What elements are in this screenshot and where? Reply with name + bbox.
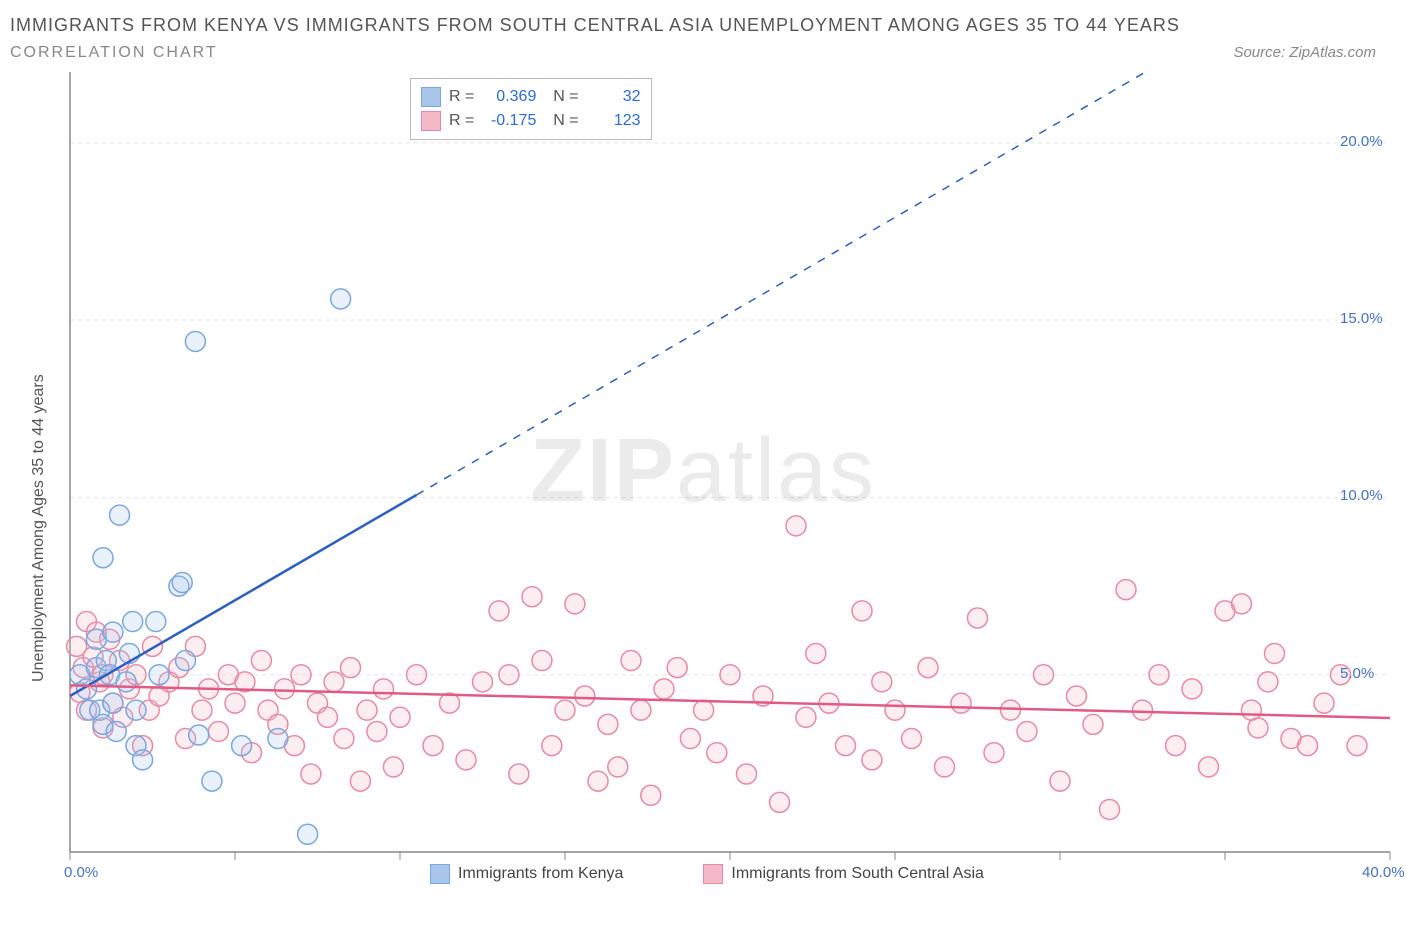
correlation-legend: R = 0.369 N = 32 R = -0.175 N = 123 [410, 78, 652, 140]
n-value-kenya: 32 [587, 85, 641, 109]
chart-title: IMMIGRANTS FROM KENYA VS IMMIGRANTS FROM… [10, 15, 1396, 36]
n-label: N = [544, 85, 578, 109]
swatch-kenya [421, 87, 441, 107]
legend-row-kenya: R = 0.369 N = 32 [421, 85, 641, 109]
chart-area: ZIPatlas Unemployment Among Ages 35 to 4… [10, 72, 1396, 892]
y-tick-label: 20.0% [1340, 133, 1383, 150]
y-tick-label: 5.0% [1340, 665, 1374, 682]
n-label: N = [544, 109, 578, 133]
r-label: R = [449, 109, 474, 133]
r-value-kenya: 0.369 [482, 85, 536, 109]
r-label: R = [449, 85, 474, 109]
legend-item-kenya: Immigrants from Kenya [430, 864, 623, 884]
n-value-sca: 123 [587, 109, 641, 133]
source-label: Source: ZipAtlas.com [1233, 44, 1376, 61]
subtitle-row: CORRELATION CHART Source: ZipAtlas.com [10, 44, 1396, 62]
legend-label-sca: Immigrants from South Central Asia [731, 865, 984, 883]
scatter-chart-svg [10, 72, 1396, 892]
legend-item-sca: Immigrants from South Central Asia [703, 864, 984, 884]
r-value-sca: -0.175 [482, 109, 536, 133]
x-tick-label: 40.0% [1362, 864, 1405, 881]
swatch-kenya-bottom [430, 864, 450, 884]
legend-label-kenya: Immigrants from Kenya [458, 865, 623, 883]
series-legend: Immigrants from Kenya Immigrants from So… [430, 864, 984, 884]
y-axis-label: Unemployment Among Ages 35 to 44 years [30, 374, 48, 682]
legend-row-sca: R = -0.175 N = 123 [421, 109, 641, 133]
y-tick-label: 15.0% [1340, 310, 1383, 327]
chart-subtitle: CORRELATION CHART [10, 44, 218, 62]
y-tick-label: 10.0% [1340, 487, 1383, 504]
swatch-sca [421, 111, 441, 131]
swatch-sca-bottom [703, 864, 723, 884]
x-tick-label: 0.0% [64, 864, 98, 881]
